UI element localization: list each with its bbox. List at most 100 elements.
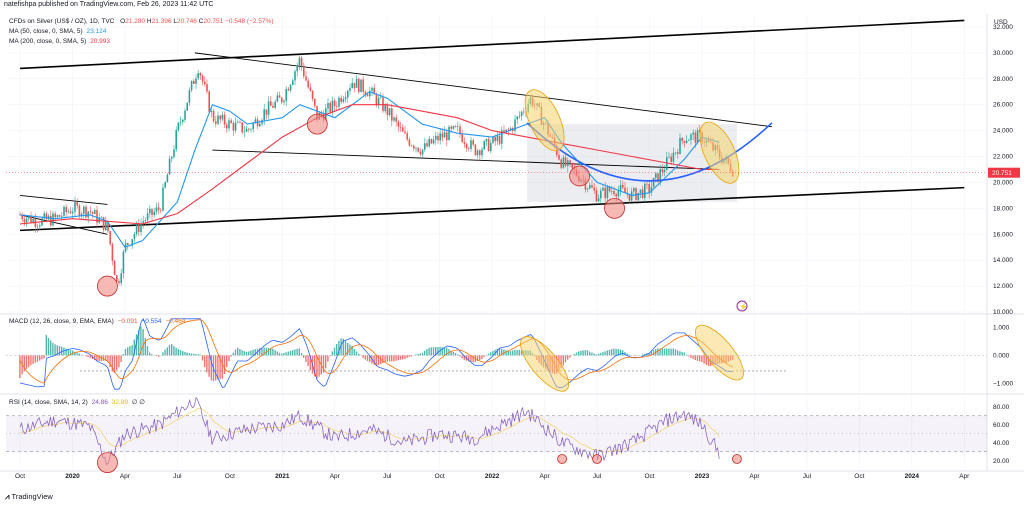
candle-body xyxy=(177,122,180,131)
macd-histogram-bar xyxy=(670,348,672,356)
candle xyxy=(63,204,65,219)
candle-body xyxy=(182,119,184,122)
candle xyxy=(197,69,199,81)
candle xyxy=(661,164,664,177)
candle xyxy=(252,121,254,133)
candle-body xyxy=(611,190,613,192)
candle xyxy=(276,91,279,103)
candle-body xyxy=(523,111,525,113)
candle-body xyxy=(135,224,138,235)
macd-histogram-bar xyxy=(23,355,25,372)
highlight-circle xyxy=(306,113,328,135)
candle xyxy=(83,205,85,220)
macd-histogram-bar xyxy=(120,355,122,363)
macd-histogram xyxy=(19,326,734,382)
candle xyxy=(267,96,270,120)
candle xyxy=(226,122,228,134)
rsi-axis-tick: 40.00 xyxy=(993,440,1010,447)
candle xyxy=(679,133,681,155)
macd-histogram-bar xyxy=(281,353,283,356)
macd-histogram-bar xyxy=(61,346,63,356)
candle-body xyxy=(102,217,105,231)
candle-body xyxy=(309,87,312,91)
macd-histogram-bar xyxy=(298,348,300,356)
macd-histogram-bar xyxy=(384,355,386,363)
candle-body xyxy=(54,213,56,218)
candle-body xyxy=(109,231,111,245)
macd-histogram-bar xyxy=(336,343,338,356)
macd-highlight-ellipse xyxy=(520,336,570,392)
tradingview-logo-text: TradingView xyxy=(11,492,53,501)
macd-histogram-bar xyxy=(446,347,448,356)
candle-body xyxy=(223,114,226,125)
macd-histogram-bar xyxy=(259,348,261,356)
candle-body xyxy=(173,149,175,157)
candle-body xyxy=(496,135,499,142)
low-value: 20.746 xyxy=(176,18,197,25)
candle xyxy=(138,218,140,236)
candle xyxy=(265,109,268,120)
candle-body xyxy=(217,115,219,124)
candle-body xyxy=(485,138,488,142)
macd-histogram-bar xyxy=(36,355,39,362)
macd-histogram-bar xyxy=(234,349,237,356)
candle-body xyxy=(149,208,151,214)
candle xyxy=(413,144,415,152)
candle-body xyxy=(58,215,61,217)
macd-histogram-bar xyxy=(454,352,457,356)
ma200-label: MA (200, close, 0, SMA, 5) xyxy=(9,38,87,45)
macd-histogram-bar xyxy=(116,355,118,370)
candle-body xyxy=(633,188,635,192)
macd-histogram-bar xyxy=(617,349,619,356)
candle xyxy=(151,208,153,221)
macd-histogram-bar xyxy=(355,351,358,356)
candle-body xyxy=(36,226,39,228)
candle-body xyxy=(254,119,257,124)
candle-body xyxy=(358,78,360,93)
macd-histogram-bar xyxy=(410,355,413,357)
macd-histogram-bar xyxy=(399,355,402,360)
macd-histogram-bar xyxy=(597,353,600,356)
candle xyxy=(186,102,188,111)
candle-body xyxy=(340,97,342,102)
candle-body xyxy=(393,117,395,121)
macd-histogram-bar xyxy=(505,350,507,356)
tradingview-logo[interactable]: ⩘ TradingView xyxy=(5,492,53,502)
candle xyxy=(470,137,472,152)
macd-histogram-bar xyxy=(580,350,582,356)
candle-body xyxy=(285,89,287,101)
candle-body xyxy=(619,184,622,191)
candle xyxy=(349,83,351,95)
candle xyxy=(424,137,426,152)
macd-histogram-bar xyxy=(333,347,336,356)
macd-histogram-bar xyxy=(476,355,479,361)
macd-histogram-bar xyxy=(611,349,613,356)
trendline xyxy=(212,149,720,170)
candle xyxy=(562,154,565,169)
candle xyxy=(344,91,347,103)
candle xyxy=(369,86,371,101)
macd-histogram-bar xyxy=(435,347,437,356)
candle-body xyxy=(349,88,351,91)
macd-histogram-bar xyxy=(80,354,83,356)
candle-body xyxy=(63,206,65,216)
macd-histogram-bar xyxy=(408,355,410,358)
candle xyxy=(140,218,142,237)
candle-body xyxy=(83,206,85,214)
macd-histogram-bar xyxy=(342,338,344,356)
candle xyxy=(111,242,114,266)
macd-histogram-bar xyxy=(72,350,74,356)
candle xyxy=(364,90,367,98)
price-axis-tick: 32.000 xyxy=(993,24,1013,31)
macd-histogram-bar xyxy=(415,354,417,356)
candle-body xyxy=(303,65,305,77)
candle xyxy=(353,82,356,93)
candle-body xyxy=(492,136,494,143)
candle xyxy=(446,128,448,146)
price-axis-tick: 28.000 xyxy=(993,76,1013,83)
candle-body xyxy=(648,184,650,193)
ma50-label: MA (50, close, 0, SMA, 5) xyxy=(9,28,83,35)
candle xyxy=(155,202,158,215)
macd-histogram-bar xyxy=(347,342,349,356)
macd-histogram-bar xyxy=(619,349,622,356)
